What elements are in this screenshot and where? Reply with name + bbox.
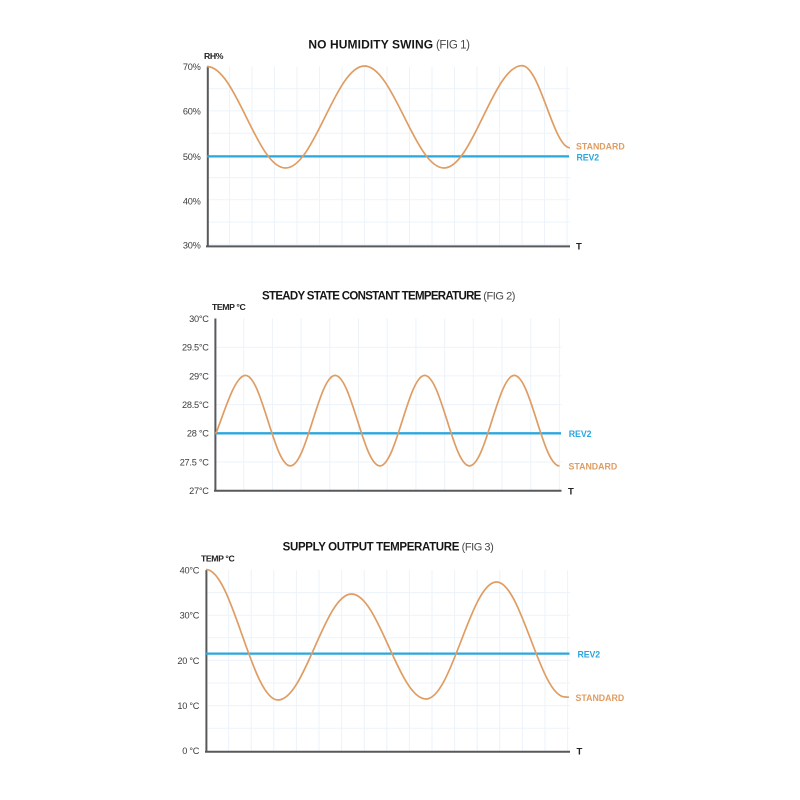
svg-text:T: T xyxy=(577,747,583,758)
svg-text:T: T xyxy=(576,242,582,253)
svg-text:28 °C: 28 °C xyxy=(187,429,209,439)
svg-text:RH%: RH% xyxy=(204,51,224,61)
svg-text:REV2: REV2 xyxy=(569,429,592,439)
svg-text:27.5 °C: 27.5 °C xyxy=(180,457,210,467)
svg-text:STANDARD: STANDARD xyxy=(576,142,625,152)
svg-text:10 °C: 10 °C xyxy=(177,701,199,711)
svg-text:REV2: REV2 xyxy=(577,152,600,162)
svg-text:40°C: 40°C xyxy=(180,565,200,575)
svg-text:50%: 50% xyxy=(183,152,201,162)
svg-text:40%: 40% xyxy=(183,196,201,206)
svg-text:30°C: 30°C xyxy=(180,611,200,621)
svg-text:STEADY STATE CONSTANT TEMPERAT: STEADY STATE CONSTANT TEMPERATURE (FIG 2… xyxy=(262,291,515,303)
svg-text:30°C: 30°C xyxy=(189,314,209,324)
svg-text:TEMP °C: TEMP °C xyxy=(212,302,246,312)
svg-text:29°C: 29°C xyxy=(189,371,209,381)
svg-text:0 °C: 0 °C xyxy=(182,746,200,756)
svg-text:29.5°C: 29.5°C xyxy=(182,343,209,353)
svg-text:NO HUMIDITY SWING (FIG 1): NO HUMIDITY SWING (FIG 1) xyxy=(308,38,470,52)
svg-text:27°C: 27°C xyxy=(189,486,209,496)
svg-text:30%: 30% xyxy=(183,241,201,251)
svg-text:28.5°C: 28.5°C xyxy=(182,400,209,410)
svg-text:STANDARD: STANDARD xyxy=(576,693,625,703)
svg-text:SUPPLY OUTPUT TEMPERATURE (FIG: SUPPLY OUTPUT TEMPERATURE (FIG 3) xyxy=(283,542,494,554)
svg-text:T: T xyxy=(568,487,574,498)
svg-text:STANDARD: STANDARD xyxy=(569,461,618,471)
svg-text:20 °C: 20 °C xyxy=(177,656,199,666)
svg-text:REV2: REV2 xyxy=(578,649,601,659)
svg-text:60%: 60% xyxy=(183,107,201,117)
svg-text:TEMP °C: TEMP °C xyxy=(201,554,235,564)
svg-text:70%: 70% xyxy=(183,62,201,72)
